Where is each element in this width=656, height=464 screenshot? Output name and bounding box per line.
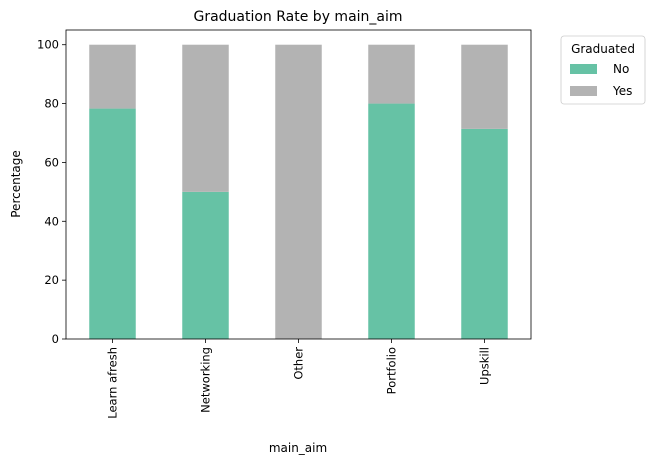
x-tick-label: Other: [292, 347, 306, 380]
bar-no-networking: [182, 191, 229, 339]
legend-title: Graduated: [571, 42, 635, 56]
bar-no-learn-afresh: [89, 108, 136, 340]
x-tick-label: Portfolio: [385, 347, 399, 394]
x-tick-label: Networking: [199, 347, 213, 413]
y-tick-label: 80: [44, 97, 59, 111]
chart-title: Graduation Rate by main_aim: [193, 9, 402, 25]
legend-swatch-no: [570, 64, 597, 74]
bar-yes-upskill: [461, 44, 508, 129]
y-tick-label: 20: [44, 273, 59, 287]
bars: [89, 44, 508, 340]
y-tick-label: 60: [44, 155, 59, 169]
y-tick-label: 40: [44, 214, 59, 228]
legend-entries: No Yes: [570, 62, 632, 98]
legend: Graduated No Yes: [560, 35, 646, 105]
bar-yes-portfolio: [368, 44, 415, 104]
bar-no-upskill: [461, 128, 508, 339]
x-axis-label: main_aim: [269, 441, 327, 455]
x-tick-label: Upskill: [478, 347, 492, 385]
bar-yes-networking: [182, 44, 229, 192]
legend-label-yes: Yes: [612, 84, 632, 98]
bar-yes-learn-afresh: [89, 44, 136, 109]
y-axis-label: Percentage: [9, 150, 23, 218]
legend-swatch-yes: [570, 86, 597, 96]
legend-label-no: No: [613, 62, 629, 76]
bar-yes-other: [275, 44, 322, 339]
y-tick-label: 100: [37, 38, 59, 52]
x-tick-label: Learn afresh: [106, 347, 120, 419]
y-tick-label: 0: [52, 332, 59, 346]
y-axis: 0 20 40 60 80 100: [37, 38, 66, 346]
bar-no-portfolio: [368, 103, 415, 339]
x-axis: Learn afresh Networking Other Portfolio Upsk…: [106, 339, 492, 419]
